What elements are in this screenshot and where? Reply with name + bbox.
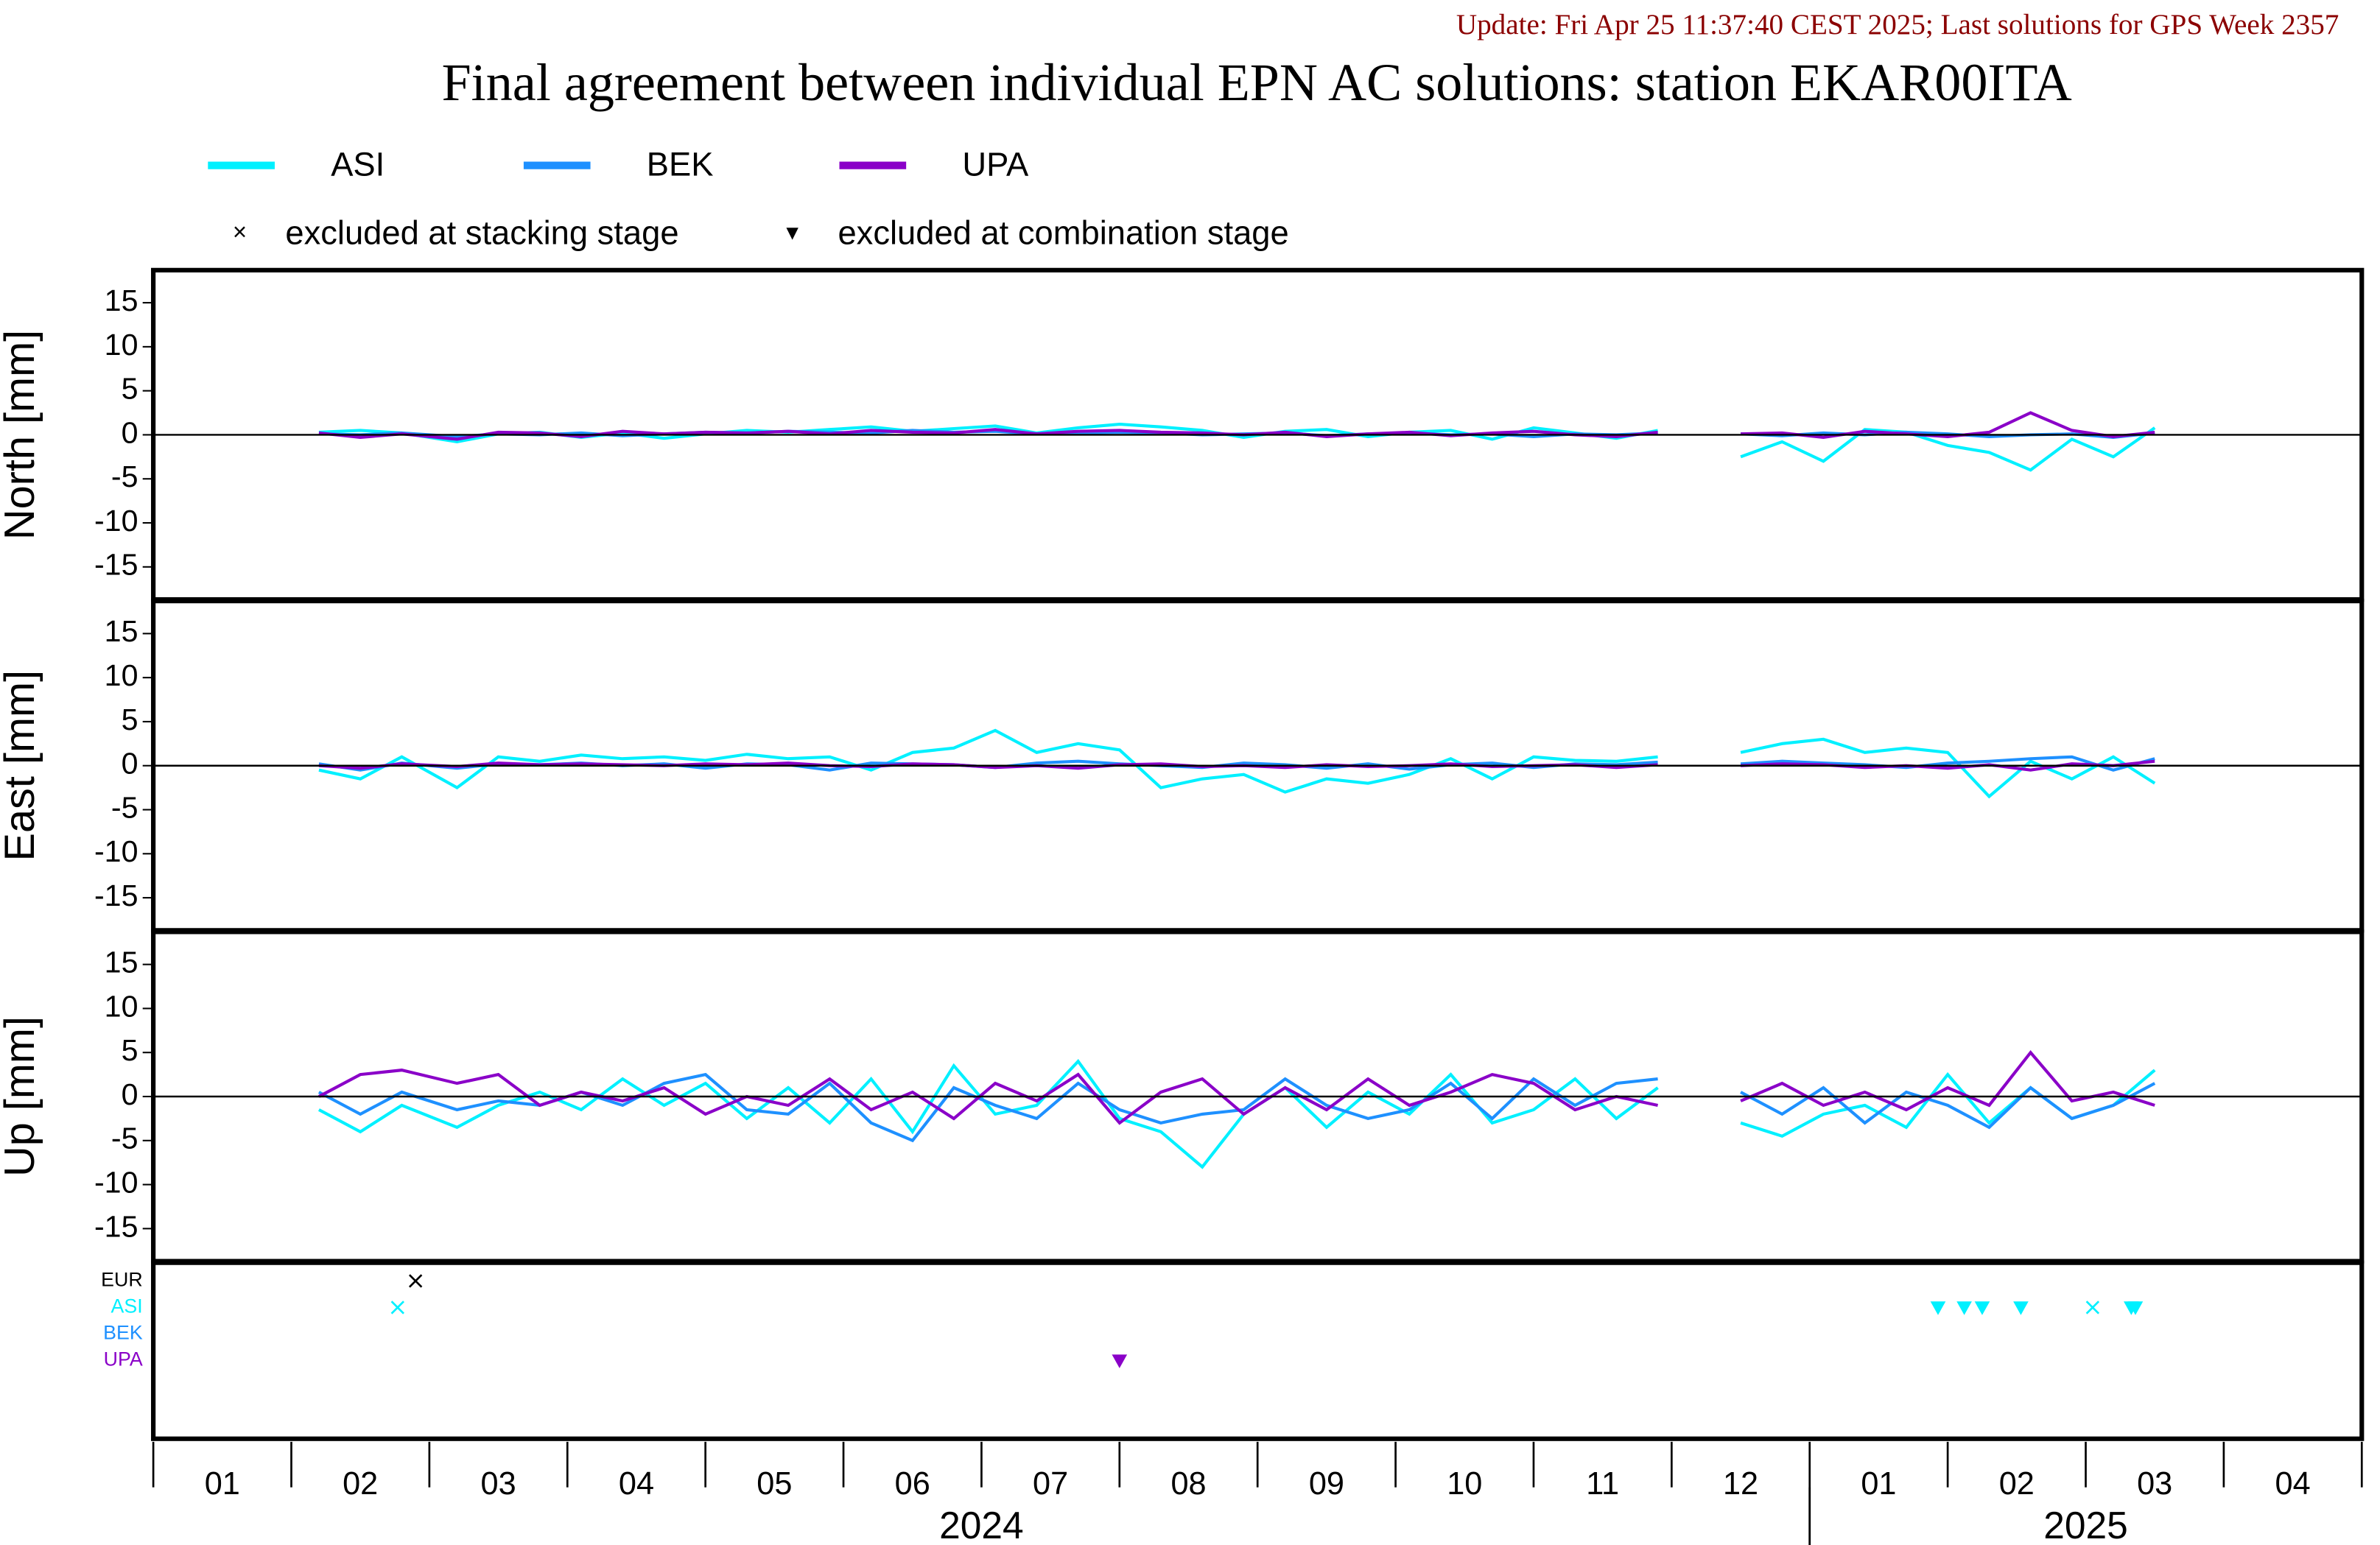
- y-tick-label: 15: [105, 284, 138, 317]
- ac-label: ASI: [111, 1295, 143, 1317]
- month-label: 09: [1309, 1466, 1344, 1502]
- combination-exclusion: [1956, 1301, 1972, 1315]
- y-tick-label: 5: [122, 1033, 138, 1067]
- y-tick-label: 5: [122, 703, 138, 736]
- year-label: 2025: [2043, 1504, 2128, 1545]
- y-tick-label: -15: [94, 1209, 138, 1243]
- month-label: 04: [2275, 1466, 2311, 1502]
- chart-title: Final agreement between individual EPN A…: [442, 53, 2072, 112]
- series-line: [318, 759, 2155, 772]
- ac-label: BEK: [103, 1322, 143, 1344]
- combination-exclusion: [2127, 1301, 2144, 1315]
- combination-exclusion: [1974, 1301, 1990, 1315]
- y-tick-label: -5: [111, 790, 138, 824]
- month-label: 03: [481, 1466, 516, 1502]
- month-label: 01: [205, 1466, 240, 1502]
- month-label: 03: [2137, 1466, 2172, 1502]
- update-note: Update: Fri Apr 25 11:37:40 CEST 2025; L…: [1456, 9, 2339, 41]
- year-label: 2024: [939, 1504, 1024, 1545]
- ac-label: EUR: [101, 1268, 143, 1290]
- y-tick-label: -10: [94, 504, 138, 538]
- legend-label: UPA: [962, 146, 1029, 183]
- month-label: 04: [619, 1466, 654, 1502]
- legend-label: ASI: [331, 146, 385, 183]
- month-label: 10: [1447, 1466, 1482, 1502]
- y-tick-label: 5: [122, 372, 138, 406]
- y-tick-label: 0: [122, 1077, 138, 1111]
- combination-exclusion: [1112, 1354, 1128, 1368]
- month-label: 01: [1861, 1466, 1896, 1502]
- series-line: [317, 1058, 2156, 1169]
- ac-label: UPA: [104, 1348, 143, 1370]
- combination-exclusion: [2013, 1301, 2029, 1315]
- y-tick-label: -10: [94, 1165, 138, 1199]
- y-tick-label: -5: [111, 460, 138, 493]
- y-tick-label: 0: [122, 747, 138, 781]
- y-tick-label: 15: [105, 614, 138, 648]
- y-tick-label: -15: [94, 879, 138, 912]
- y-tick-label: -15: [94, 548, 138, 582]
- stacking-exclusion: [2085, 1301, 2100, 1315]
- y-tick-label: 15: [105, 946, 138, 979]
- legend-label: BEK: [647, 146, 714, 183]
- y-tick-label: -5: [111, 1122, 138, 1155]
- month-label: 11: [1586, 1466, 1619, 1502]
- marker-symbol: ×: [233, 218, 247, 245]
- month-label: 02: [1999, 1466, 2035, 1502]
- y-tick-label: 10: [105, 658, 138, 692]
- month-label: 06: [895, 1466, 930, 1502]
- y-tick-label: -10: [94, 834, 138, 868]
- month-label: 12: [1723, 1466, 1758, 1502]
- stacking-exclusion: [390, 1301, 404, 1315]
- y-axis-label: North [mm]: [0, 330, 43, 540]
- month-label: 08: [1170, 1466, 1206, 1502]
- marker-symbol: ▾: [786, 218, 798, 245]
- panel-frame: [151, 1260, 2365, 1441]
- stacking-exclusion: [408, 1274, 423, 1288]
- y-tick-label: 0: [122, 415, 138, 449]
- y-tick-label: 10: [105, 328, 138, 362]
- month-label: 07: [1033, 1466, 1068, 1502]
- marker-label: excluded at combination stage: [838, 214, 1288, 251]
- month-label: 05: [757, 1466, 792, 1502]
- y-axis-label: Up [mm]: [0, 1016, 43, 1177]
- y-tick-label: 10: [105, 989, 138, 1023]
- combination-exclusion: [1930, 1301, 1946, 1315]
- marker-label: excluded at stacking stage: [285, 214, 678, 251]
- y-axis-label: East [mm]: [0, 670, 43, 862]
- month-label: 02: [343, 1466, 378, 1502]
